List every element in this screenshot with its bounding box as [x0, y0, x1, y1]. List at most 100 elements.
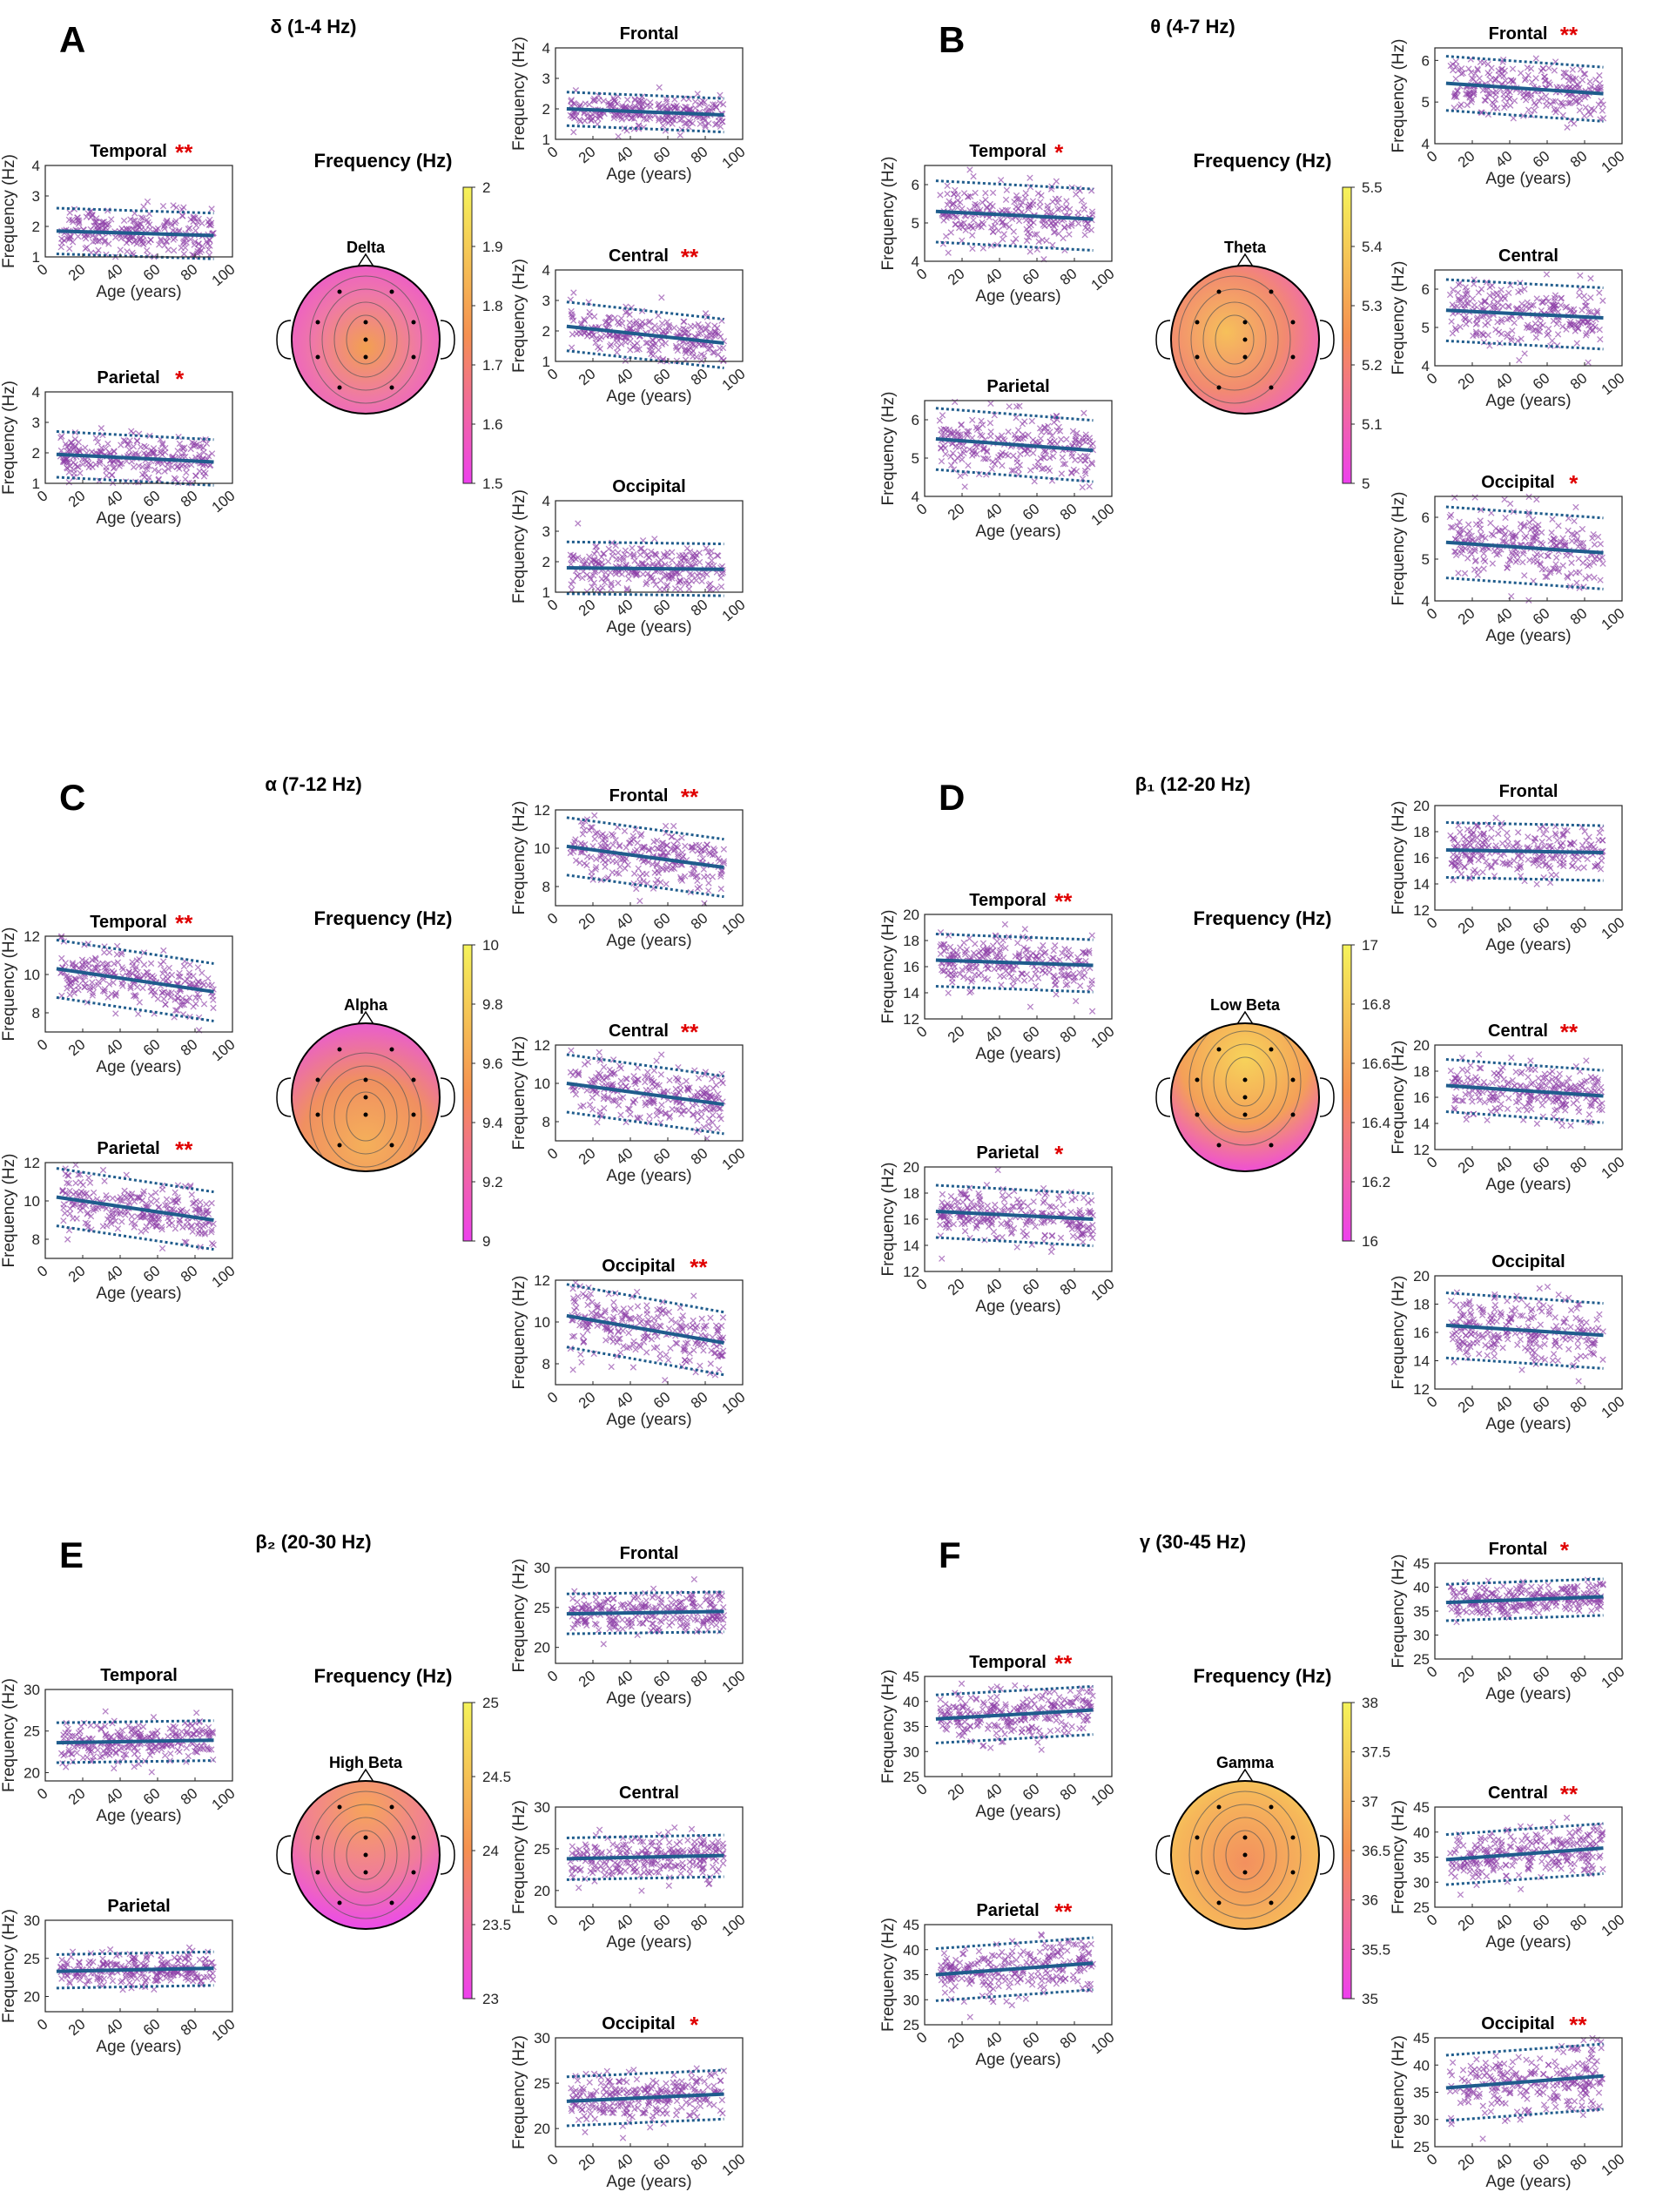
data-point: [690, 1346, 697, 1354]
data-point: [630, 870, 638, 877]
upper-bound-line: [566, 300, 724, 321]
data-point: [92, 435, 100, 442]
x-tick-label: 100: [209, 1263, 239, 1291]
data-point: [1500, 91, 1507, 98]
data-point: [1539, 541, 1546, 548]
data-point: [1061, 224, 1068, 231]
data-point: [92, 233, 99, 241]
x-tick-label: 0: [34, 1036, 50, 1055]
data-point: [203, 1201, 210, 1208]
x-tick-label: 60: [140, 261, 164, 285]
data-point: [615, 333, 623, 341]
data-point: [695, 331, 702, 338]
x-tick-label: 100: [1599, 605, 1628, 634]
colorbar-label: Frequency (Hz): [1194, 907, 1332, 929]
data-point: [581, 315, 588, 323]
data-point: [138, 1228, 145, 1235]
colorbar-tick-label: 16.2: [1362, 1174, 1390, 1190]
data-point: [1448, 318, 1455, 325]
data-point: [131, 449, 139, 457]
data-point: [1471, 566, 1478, 573]
data-point: [147, 1198, 155, 1205]
data-point: [86, 1179, 94, 1186]
significance-marker: *: [175, 366, 185, 392]
topomap-label: Theta: [1224, 239, 1267, 256]
data-point: [625, 1329, 632, 1337]
x-tick-label: 0: [34, 1263, 50, 1281]
data-point: [1027, 1003, 1034, 1010]
colorbar-tick-label: 16.4: [1362, 1115, 1390, 1131]
data-point: [189, 1228, 196, 1235]
data-point: [1479, 868, 1486, 876]
data-point: [989, 228, 997, 236]
electrode: [1242, 320, 1248, 325]
y-tick-label: 18: [1413, 824, 1430, 840]
data-point: [1525, 519, 1533, 526]
data-point: [188, 1191, 195, 1198]
data-point: [1525, 106, 1532, 113]
scatter-series: [59, 1162, 217, 1252]
subplot-title: Central: [609, 1022, 669, 1041]
x-tick-label: 40: [103, 1036, 126, 1060]
subplot-title: Parietal: [986, 377, 1049, 396]
right-ear: [440, 320, 455, 360]
y-tick-label: 2: [32, 445, 40, 462]
lower-bound-line: [566, 124, 724, 134]
data-point: [636, 323, 643, 330]
data-point: [643, 340, 650, 347]
data-point: [1455, 570, 1462, 577]
data-point: [1556, 84, 1564, 91]
subplot-title: Frontal: [1489, 24, 1548, 44]
data-point: [108, 216, 115, 223]
significance-marker: **: [681, 784, 699, 810]
data-point: [588, 116, 595, 124]
data-point: [716, 1366, 723, 1373]
data-point: [665, 1325, 673, 1332]
data-point: [66, 209, 73, 216]
data-point: [707, 1360, 714, 1367]
data-point: [172, 219, 178, 226]
data-point: [606, 320, 613, 327]
electrode: [1242, 337, 1248, 342]
data-point: [646, 1112, 653, 1120]
data-point: [72, 1179, 79, 1187]
data-point: [615, 550, 622, 556]
data-point: [659, 327, 667, 335]
nose: [1236, 1010, 1254, 1025]
significance-marker: **: [690, 1254, 708, 1280]
x-tick-label: 20: [65, 261, 89, 285]
data-point: [150, 445, 158, 452]
data-point: [1573, 579, 1580, 586]
topomap-label: Low Beta: [1210, 996, 1281, 1014]
data-point: [596, 1049, 602, 1056]
data-point: [75, 217, 83, 224]
data-point: [1457, 323, 1464, 330]
data-point: [185, 226, 192, 233]
data-point: [670, 324, 677, 332]
data-point: [1517, 527, 1525, 534]
x-tick-label: 20: [576, 1145, 599, 1169]
x-tick-label: 40: [1492, 605, 1516, 629]
data-point: [656, 115, 663, 122]
data-point: [65, 479, 72, 486]
data-point: [206, 221, 213, 228]
x-tick-label: 0: [544, 366, 561, 384]
y-axis-label: Frequency (Hz): [879, 157, 898, 271]
x-axis-label: Age (years): [606, 1411, 691, 1429]
data-point: [140, 203, 147, 210]
data-point: [57, 447, 65, 455]
data-point: [1552, 872, 1559, 879]
data-point: [143, 1223, 150, 1231]
data-point: [1487, 519, 1494, 527]
data-point: [982, 190, 989, 197]
y-tick-label: 12: [24, 1155, 40, 1171]
data-point: [124, 248, 131, 255]
data-point: [77, 469, 84, 476]
colorbar-tick-label: 1.7: [482, 357, 503, 374]
data-point: [1451, 494, 1458, 502]
data-point: [968, 232, 976, 239]
data-point: [1446, 291, 1454, 299]
upper-bound-line: [566, 91, 724, 100]
data-point: [697, 99, 704, 106]
x-tick-label: 40: [1492, 370, 1516, 394]
